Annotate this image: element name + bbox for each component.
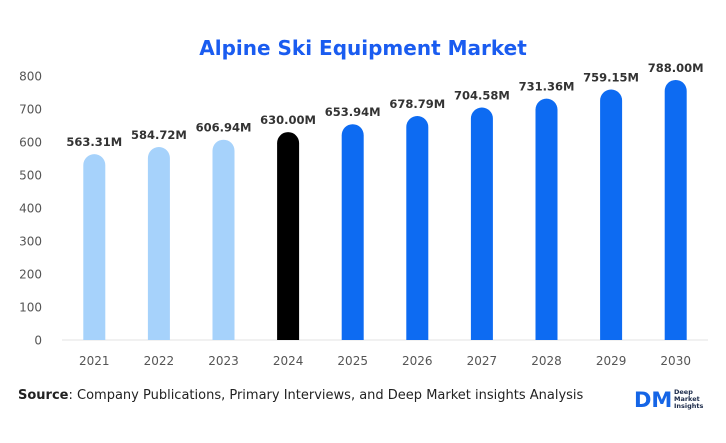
bar-2021 (83, 154, 106, 340)
bar-2030 (664, 79, 687, 341)
y-tick-label: 700 (19, 103, 42, 117)
x-tick-label: 2022 (144, 354, 175, 368)
data-label: 678.79M (389, 97, 445, 111)
y-tick-label: 100 (19, 301, 42, 315)
data-label: 704.58M (454, 88, 510, 102)
bar-2024 (277, 132, 300, 340)
logo-mark-text: DM (634, 388, 672, 412)
brand-logo: DM Deep Market Insights (634, 385, 703, 413)
logo-line-1: Deep (674, 387, 693, 396)
x-tick-label: 2030 (660, 354, 691, 368)
chart-title: Alpine Ski Equipment Market (199, 36, 527, 60)
data-label: 563.31M (66, 135, 122, 149)
x-tick-label: 2023 (208, 354, 239, 368)
bar-2026 (406, 115, 429, 340)
data-label: 630.00M (260, 113, 316, 127)
y-tick-label: 500 (19, 169, 42, 183)
dm-logo-icon: DM (634, 388, 672, 412)
bar-2025 (341, 124, 364, 340)
logo-line-2: Market (674, 394, 700, 403)
data-label: 731.36M (519, 80, 575, 94)
bar-2022 (147, 147, 170, 340)
x-tick-label: 2025 (337, 354, 368, 368)
y-tick-label: 400 (19, 202, 42, 216)
x-tick-label: 2029 (596, 354, 627, 368)
y-tick-label: 0 (34, 334, 42, 348)
x-tick-label: 2027 (467, 354, 498, 368)
bar-2028 (535, 98, 558, 340)
y-tick-label: 600 (19, 136, 42, 150)
data-label: 653.94M (325, 105, 381, 119)
y-tick-label: 200 (19, 268, 42, 282)
data-label: 606.94M (196, 121, 252, 135)
bar-2027 (470, 107, 493, 340)
bar-2029 (600, 89, 623, 340)
x-tick-label: 2026 (402, 354, 433, 368)
data-label: 759.15M (583, 70, 639, 84)
x-tick-label: 2021 (79, 354, 110, 368)
x-tick-label: 2028 (531, 354, 562, 368)
y-tick-label: 800 (19, 70, 42, 84)
bar-2023 (212, 139, 235, 340)
logo-wordmark: Deep Market Insights (674, 387, 704, 410)
data-label: 788.00M (648, 61, 704, 75)
source-label: Source (18, 388, 69, 403)
x-tick-label: 2024 (273, 354, 304, 368)
logo-line-3: Insights (674, 401, 704, 410)
data-label: 584.72M (131, 128, 187, 142)
y-tick-label: 300 (19, 235, 42, 249)
source-note: Source: Company Publications, Primary In… (18, 388, 583, 403)
source-text: : Company Publications, Primary Intervie… (68, 388, 584, 403)
